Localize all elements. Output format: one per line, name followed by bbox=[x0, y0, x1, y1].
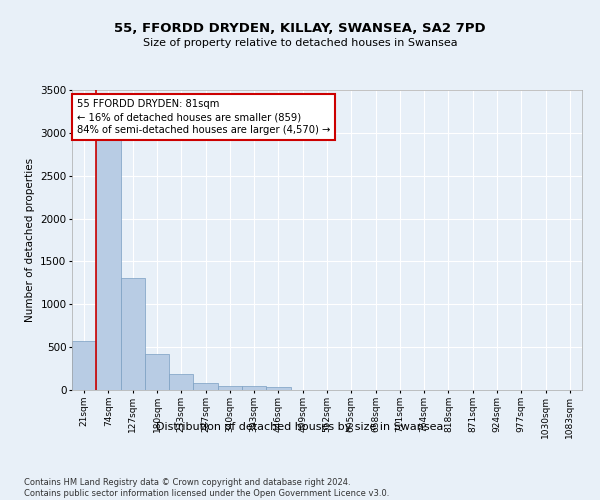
Text: Size of property relative to detached houses in Swansea: Size of property relative to detached ho… bbox=[143, 38, 457, 48]
Bar bbox=[169, 374, 193, 390]
Bar bbox=[72, 341, 96, 390]
Bar bbox=[218, 386, 242, 390]
Text: Distribution of detached houses by size in Swansea: Distribution of detached houses by size … bbox=[157, 422, 443, 432]
Text: 55, FFORDD DRYDEN, KILLAY, SWANSEA, SA2 7PD: 55, FFORDD DRYDEN, KILLAY, SWANSEA, SA2 … bbox=[114, 22, 486, 36]
Bar bbox=[242, 386, 266, 390]
Bar bbox=[121, 278, 145, 390]
Text: 55 FFORDD DRYDEN: 81sqm
← 16% of detached houses are smaller (859)
84% of semi-d: 55 FFORDD DRYDEN: 81sqm ← 16% of detache… bbox=[77, 99, 331, 136]
Bar bbox=[145, 354, 169, 390]
Bar bbox=[193, 383, 218, 390]
Bar bbox=[96, 140, 121, 390]
Bar bbox=[266, 387, 290, 390]
Text: Contains HM Land Registry data © Crown copyright and database right 2024.
Contai: Contains HM Land Registry data © Crown c… bbox=[24, 478, 389, 498]
Y-axis label: Number of detached properties: Number of detached properties bbox=[25, 158, 35, 322]
